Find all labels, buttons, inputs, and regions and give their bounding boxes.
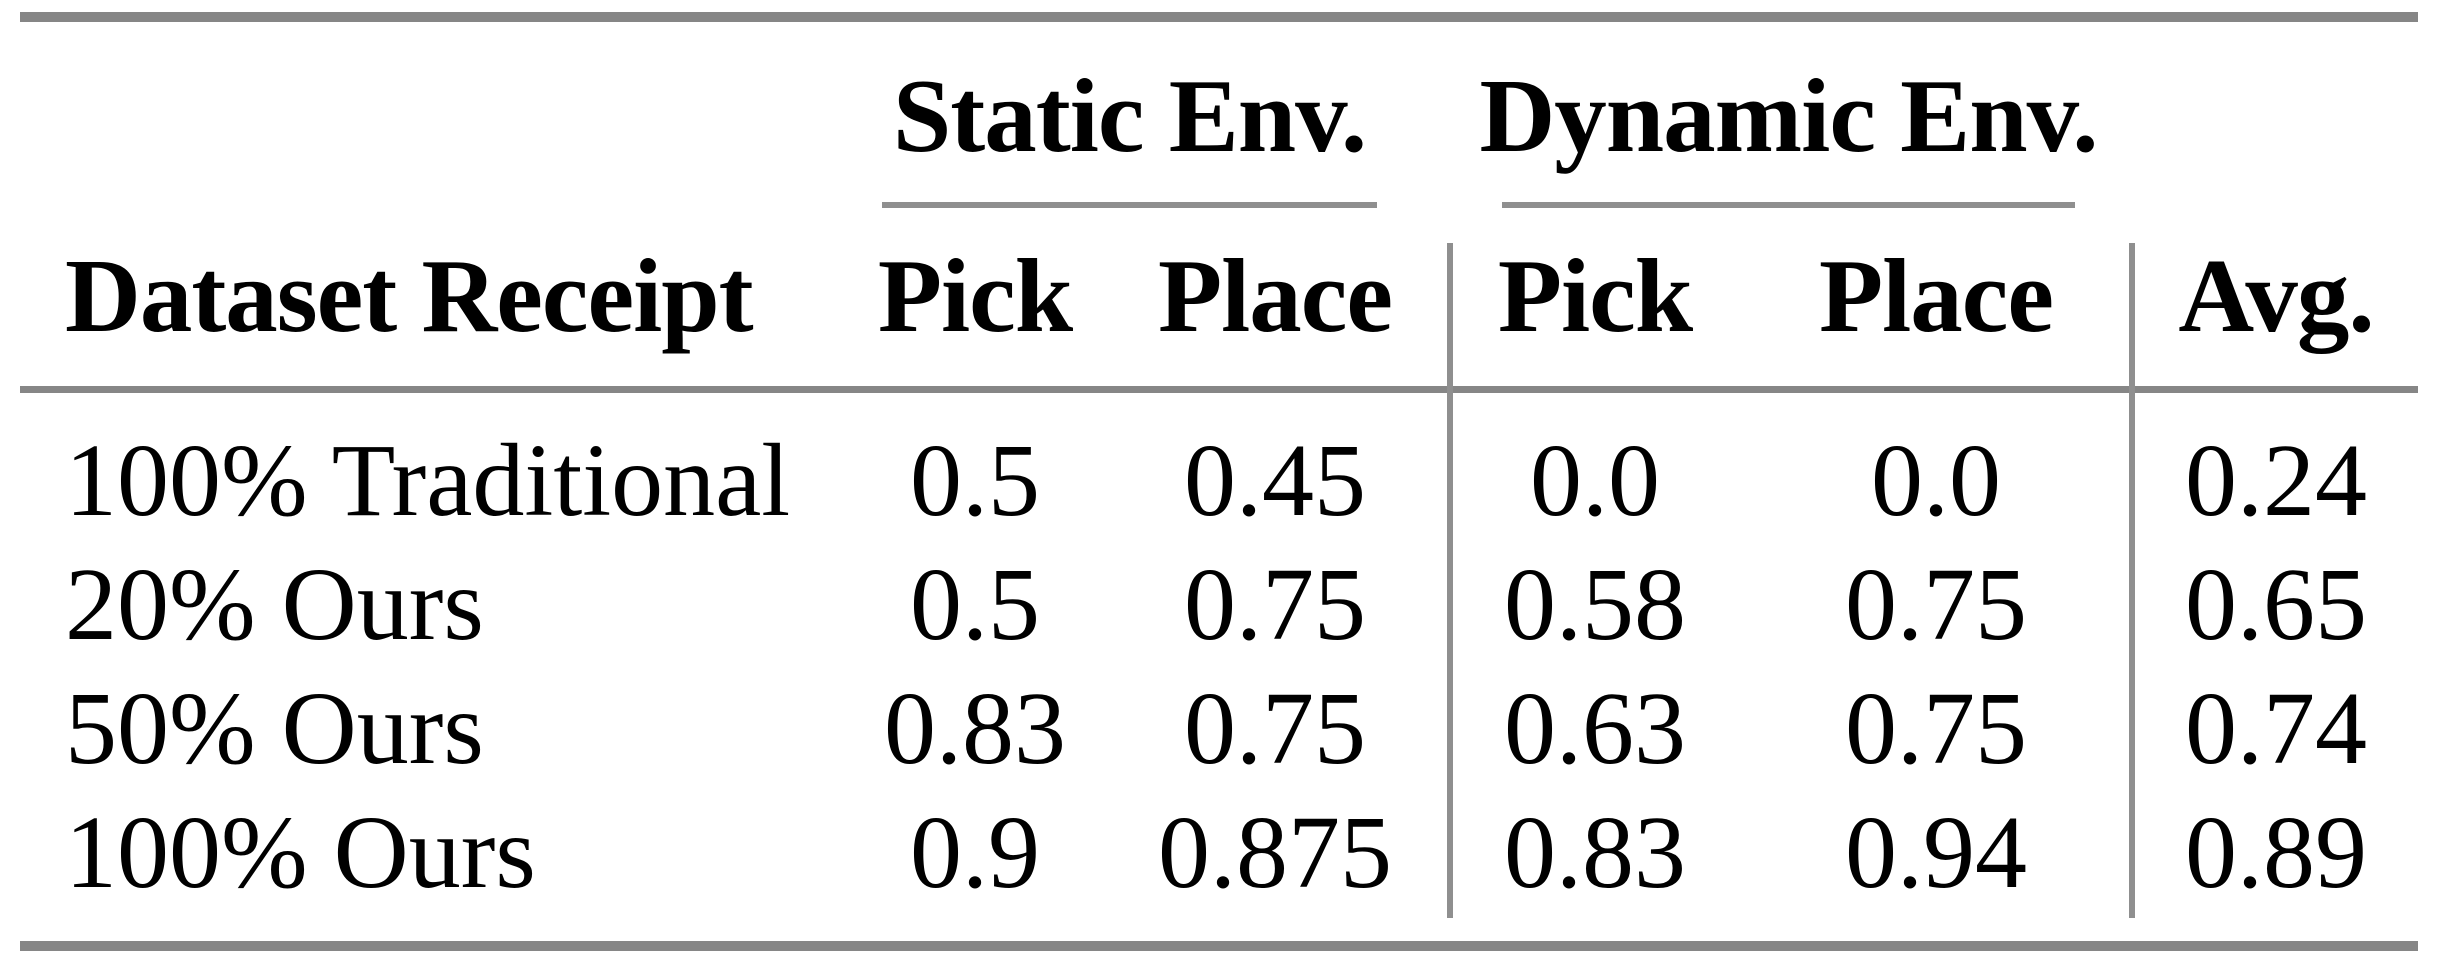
cell-dynamic-place: 0.75	[1845, 547, 2027, 662]
table-bottom-rule	[20, 941, 2418, 951]
group-header-dynamic-env: Dynamic Env.	[1479, 56, 2098, 174]
column-divider-static-dynamic	[1447, 243, 1453, 918]
cell-avg: 0.89	[2185, 795, 2367, 910]
cell-static-pick: 0.5	[910, 423, 1040, 538]
cell-dynamic-place: 0.75	[1845, 671, 2027, 786]
column-header-dataset-receipt: Dataset Receipt	[65, 237, 754, 354]
column-header-avg: Avg.	[2178, 237, 2374, 354]
column-header-dynamic-pick: Pick	[1497, 237, 1693, 354]
column-divider-dynamic-avg	[2129, 243, 2135, 918]
table-body: 100% Traditional 0.5 0.45 0.0 0.0 0.24 2…	[20, 393, 2420, 941]
cell-dynamic-pick: 0.58	[1504, 547, 1686, 662]
cell-dynamic-pick: 0.83	[1504, 795, 1686, 910]
column-header-static-place: Place	[1157, 237, 1393, 354]
cell-static-pick: 0.83	[884, 671, 1066, 786]
cell-static-place: 0.75	[1184, 671, 1366, 786]
table-header-rule	[20, 386, 2418, 393]
cell-dynamic-place: 0.94	[1845, 795, 2027, 910]
cell-dynamic-place: 0.0	[1871, 423, 2001, 538]
cell-dynamic-pick: 0.0	[1530, 423, 1660, 538]
row-label: 20% Ours	[65, 547, 484, 662]
cell-static-place: 0.875	[1158, 795, 1392, 910]
static-group-underline	[882, 202, 1377, 208]
cell-static-place: 0.45	[1184, 423, 1366, 538]
cell-dynamic-pick: 0.63	[1504, 671, 1686, 786]
row-label: 100% Ours	[65, 795, 536, 910]
row-label: 100% Traditional	[65, 423, 791, 538]
column-header-dynamic-place: Place	[1818, 237, 2054, 354]
cell-avg: 0.24	[2185, 423, 2367, 538]
cell-avg: 0.65	[2185, 547, 2367, 662]
column-header-static-pick: Pick	[877, 237, 1073, 354]
cell-static-pick: 0.5	[910, 547, 1040, 662]
dynamic-group-underline	[1502, 202, 2075, 208]
cell-static-pick: 0.9	[910, 795, 1040, 910]
row-label: 50% Ours	[65, 671, 484, 786]
table-header-row: Dataset Receipt Pick Place Pick Place Av…	[20, 205, 2420, 386]
group-header-static-env: Static Env.	[892, 56, 1367, 174]
cell-static-place: 0.75	[1184, 547, 1366, 662]
table-top-rule	[20, 12, 2418, 22]
cell-avg: 0.74	[2185, 671, 2367, 786]
